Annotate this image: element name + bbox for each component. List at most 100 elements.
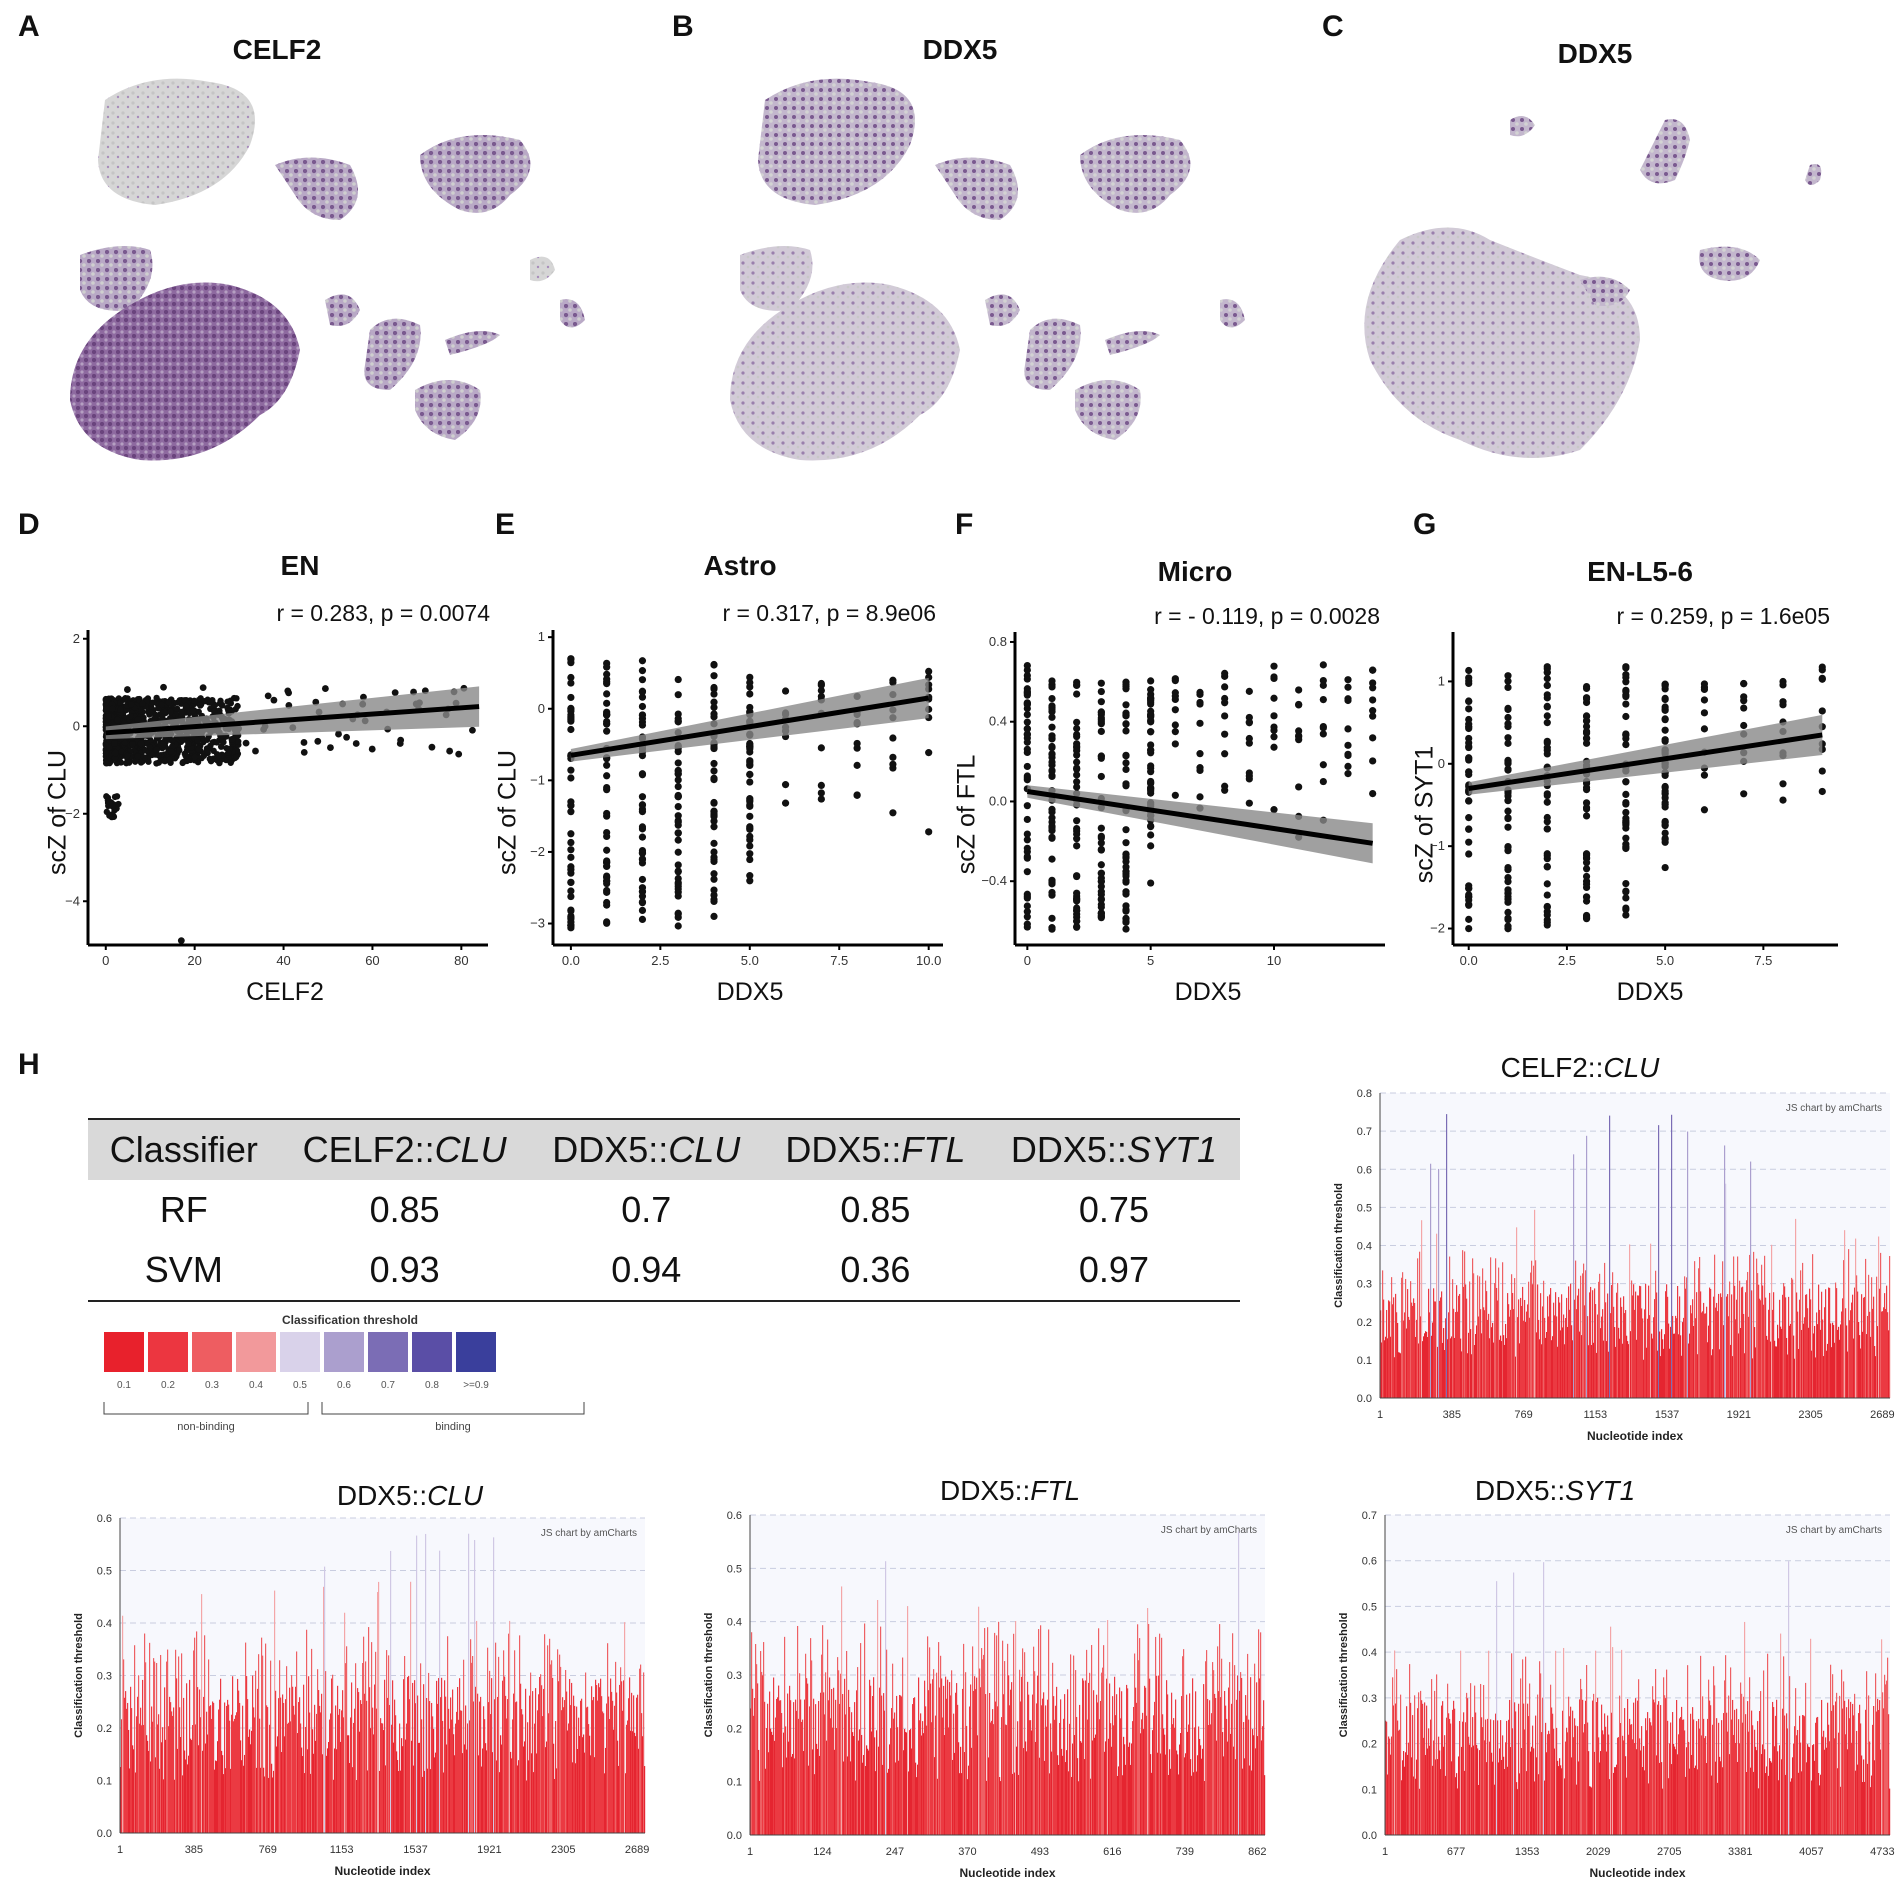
scatter-point xyxy=(1543,737,1551,745)
scatter-point xyxy=(1465,770,1473,779)
bar xyxy=(593,1696,595,1833)
bar xyxy=(1787,1354,1789,1398)
scatter-point xyxy=(710,767,718,775)
bar xyxy=(1485,1280,1487,1398)
bar xyxy=(629,1677,631,1833)
table-cell: 0.36 xyxy=(840,1249,911,1290)
bar xyxy=(1834,1342,1836,1398)
bar xyxy=(1648,1783,1650,1835)
scatter-point xyxy=(1582,684,1591,692)
barchart-2-title: DDX5::CLU xyxy=(336,1480,484,1511)
bar xyxy=(1200,1745,1202,1835)
bar xyxy=(1877,1326,1879,1398)
bar xyxy=(1053,1696,1055,1835)
legend-bracket-binding xyxy=(321,1402,585,1415)
bar xyxy=(1086,1649,1088,1835)
bar xyxy=(154,1661,156,1833)
scatter-point xyxy=(1023,802,1031,810)
bar xyxy=(1602,1309,1604,1398)
bar xyxy=(1875,1356,1877,1398)
bar xyxy=(926,1725,928,1835)
bar xyxy=(1851,1742,1853,1835)
bar xyxy=(1490,1257,1492,1398)
bar xyxy=(1050,1723,1052,1835)
bar xyxy=(1799,1715,1801,1835)
bar xyxy=(1610,1626,1612,1835)
x-axis-label: Nucleotide index xyxy=(959,1866,1055,1880)
scatter-point xyxy=(1097,727,1105,736)
bar xyxy=(1064,1694,1066,1835)
bar xyxy=(1671,1114,1673,1398)
bar xyxy=(1541,1732,1543,1835)
scatter-point xyxy=(1270,673,1278,681)
bar xyxy=(795,1699,797,1835)
scatter-point xyxy=(1073,872,1081,880)
bar xyxy=(1792,1757,1794,1835)
bar xyxy=(607,1643,609,1833)
bar xyxy=(512,1719,514,1833)
panel-c-title: DDX5 xyxy=(1557,38,1633,69)
bar xyxy=(1739,1280,1741,1398)
x-tick-label: 4733 xyxy=(1870,1846,1894,1858)
bar xyxy=(1464,1770,1466,1835)
bar xyxy=(1509,1699,1511,1835)
x-tick-label: 1537 xyxy=(403,1844,427,1856)
bar xyxy=(1636,1339,1638,1398)
bar xyxy=(276,1746,278,1833)
bar xyxy=(227,1699,229,1833)
bar xyxy=(959,1773,961,1835)
scatter-d-stat: r = 0.283, p = 0.0074 xyxy=(276,600,490,626)
bar xyxy=(1702,1311,1704,1398)
bar xyxy=(1750,1161,1752,1398)
bar xyxy=(1498,1762,1500,1835)
bar xyxy=(1264,1775,1266,1835)
scatter-point xyxy=(567,913,575,922)
bar xyxy=(1754,1327,1756,1398)
scatter-point xyxy=(117,706,124,714)
x-tick-label: 385 xyxy=(1443,1409,1461,1421)
bar xyxy=(1429,1312,1431,1398)
scatter-point xyxy=(1270,694,1278,702)
bar xyxy=(1835,1701,1837,1835)
bar xyxy=(1862,1331,1864,1398)
scatter-point xyxy=(603,710,611,719)
scatter-point xyxy=(1504,766,1512,774)
bar xyxy=(981,1648,983,1835)
bar xyxy=(1393,1705,1395,1835)
scatter-point xyxy=(710,853,718,861)
y-tick-label: 0.4 xyxy=(97,1618,112,1630)
y-tick-label: −0.4 xyxy=(981,873,1007,888)
bar xyxy=(1610,1313,1612,1398)
bar xyxy=(1380,1310,1382,1398)
bar xyxy=(266,1705,268,1833)
bar xyxy=(382,1723,384,1833)
bar xyxy=(284,1736,286,1833)
bar xyxy=(1568,1286,1570,1398)
scatter-point xyxy=(603,761,611,769)
bar xyxy=(1737,1761,1739,1835)
bar xyxy=(1773,1292,1775,1398)
bar xyxy=(864,1623,866,1835)
x-axis-label: Nucleotide index xyxy=(334,1864,430,1878)
scatter-point xyxy=(1543,702,1551,710)
bar xyxy=(1592,1700,1594,1835)
bar xyxy=(121,1719,123,1833)
bar xyxy=(1594,1751,1596,1835)
bar xyxy=(914,1697,916,1835)
bar xyxy=(250,1744,252,1833)
scatter-point xyxy=(1073,783,1081,791)
bar xyxy=(783,1732,785,1835)
bar xyxy=(1718,1293,1720,1398)
bar xyxy=(470,1639,472,1833)
bar xyxy=(1415,1778,1417,1835)
scatter-point xyxy=(603,786,611,794)
legend-swatch xyxy=(324,1332,364,1372)
table-header-col2: DDX5::CLU xyxy=(552,1129,741,1170)
bar xyxy=(460,1710,462,1833)
bar xyxy=(604,1773,606,1833)
scatter-point xyxy=(710,672,718,680)
table-row: RF 0.85 0.7 0.85 0.75 xyxy=(88,1180,1240,1240)
bar xyxy=(1074,1735,1076,1835)
bar xyxy=(1099,1719,1101,1835)
scatter-point xyxy=(1048,694,1056,703)
